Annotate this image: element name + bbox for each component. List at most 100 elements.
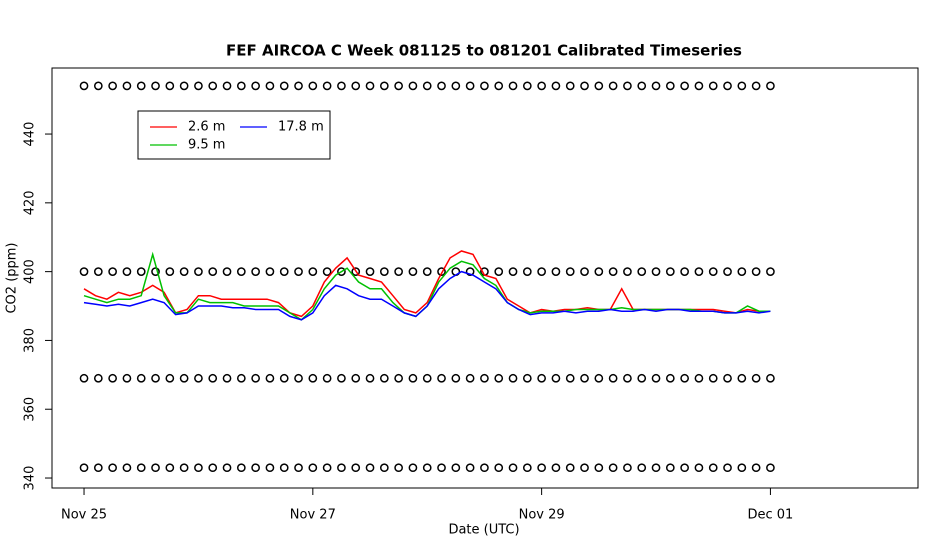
marker [723,267,732,276]
marker [108,463,117,473]
marker [708,373,718,383]
marker [594,267,604,276]
marker [394,267,403,276]
marker [623,463,632,473]
marker [651,81,661,91]
marker [480,373,489,383]
marker [551,81,561,91]
marker [522,267,532,276]
marker [136,81,146,91]
marker [294,267,303,276]
marker [737,373,747,383]
marker [379,267,389,276]
marker [522,463,532,473]
marker [480,81,489,91]
marker [179,81,189,91]
plot-frame [51,67,919,489]
marker [351,373,361,383]
marker [79,267,89,276]
marker [437,267,446,276]
marker [637,463,647,473]
legend-box [137,110,331,160]
marker [222,81,232,91]
marker [179,373,189,383]
marker [236,373,246,383]
marker [208,373,218,383]
marker [79,81,89,91]
marker [194,463,203,473]
marker [680,267,689,276]
marker [93,267,103,276]
marker [122,267,132,276]
marker [194,267,203,276]
marker [594,81,604,91]
marker [308,267,318,276]
marker [265,267,275,276]
marker [551,267,561,276]
marker [437,463,446,473]
marker [766,463,775,473]
marker [465,81,475,91]
marker [723,81,732,91]
marker [151,267,160,276]
marker [580,267,589,276]
legend-label: 17.8 m [278,120,324,135]
marker [351,81,361,91]
marker [708,267,718,276]
marker [737,463,747,473]
marker [537,81,546,91]
marker [422,463,432,473]
series-line [83,270,771,321]
marker [637,267,647,276]
marker [265,463,275,473]
marker [93,81,103,91]
marker [337,81,346,91]
marker [151,81,160,91]
marker [480,463,489,473]
marker [394,463,403,473]
marker [322,373,332,383]
marker [365,81,375,91]
marker [122,81,132,91]
marker [251,463,260,473]
marker [437,373,446,383]
x-tick-label: Nov 25 [61,508,107,523]
marker [279,267,289,276]
legend-label: 2.6 m [188,120,225,135]
marker [551,463,561,473]
marker [723,373,732,383]
marker [265,373,275,383]
marker [608,267,618,276]
marker [665,267,675,276]
marker [522,373,532,383]
marker [694,81,704,91]
marker [408,463,418,473]
marker [508,373,518,383]
marker [194,81,203,91]
marker [379,81,389,91]
marker [136,463,146,473]
marker [637,373,647,383]
marker [208,267,218,276]
marker [565,373,575,383]
marker [408,267,418,276]
marker [751,81,761,91]
marker [551,373,561,383]
marker [580,373,589,383]
marker [694,463,704,473]
marker [451,81,461,91]
marker [308,81,318,91]
marker [308,463,318,473]
marker [165,463,175,473]
marker [108,267,117,276]
marker [165,267,175,276]
marker [93,373,103,383]
marker [594,373,604,383]
marker [580,81,589,91]
marker [179,267,189,276]
marker [337,267,346,276]
marker [265,81,275,91]
marker [108,81,117,91]
marker [179,463,189,473]
